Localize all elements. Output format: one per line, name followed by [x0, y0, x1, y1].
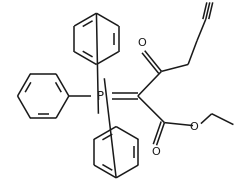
Text: O: O: [189, 122, 198, 132]
Text: O: O: [137, 38, 145, 48]
Text: O: O: [150, 147, 159, 157]
Text: P: P: [96, 90, 103, 102]
